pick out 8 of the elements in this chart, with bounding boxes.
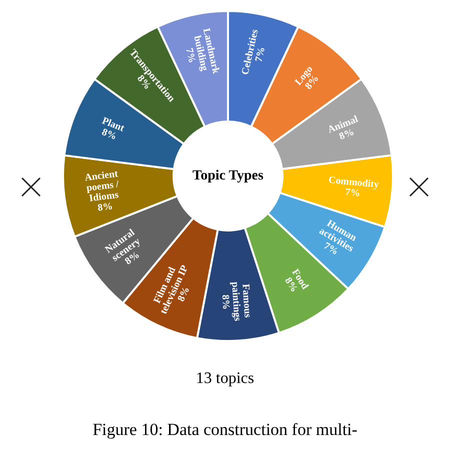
data-label: 8%: [97, 201, 114, 214]
text: 13 topics: [194, 370, 256, 388]
data-label: 7%: [183, 47, 198, 64]
text: Topic Types: [192, 168, 264, 184]
data-label: 8%: [219, 294, 232, 310]
data-label: 7%: [254, 46, 268, 63]
caption: Figure 10: Data construction for multi-: [92, 420, 358, 440]
slice-label: Famous paintings: [229, 281, 253, 322]
